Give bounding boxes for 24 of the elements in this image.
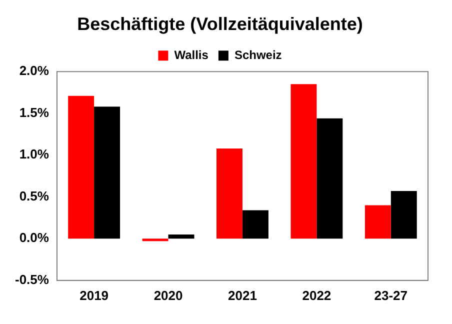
y-tick-label: 0.0% xyxy=(19,230,50,246)
bar xyxy=(242,210,268,239)
bar xyxy=(168,234,194,239)
legend-label: Schweiz xyxy=(234,48,282,62)
bar xyxy=(290,84,317,239)
bar xyxy=(68,96,94,239)
x-tick-label: 2019 xyxy=(80,288,109,303)
bar xyxy=(142,238,168,242)
y-tick-label: 0.5% xyxy=(19,188,50,204)
bar xyxy=(216,148,242,239)
legend-label: Wallis xyxy=(174,48,209,62)
x-tick-label: 2021 xyxy=(228,288,257,303)
y-tick-label: 1.5% xyxy=(19,104,50,120)
y-tick-label: 2.0% xyxy=(19,63,50,78)
chart-title: Beschäftigte (Vollzeitäquivalente) xyxy=(77,14,363,34)
x-tick-label: 2020 xyxy=(154,288,183,303)
bar xyxy=(316,118,343,239)
bar xyxy=(390,191,417,239)
y-tick-label: 1.0% xyxy=(19,146,50,162)
bar xyxy=(364,205,391,239)
x-tick-label: 2022 xyxy=(302,288,332,303)
y-tick-label: -0.5% xyxy=(14,272,50,287)
bar xyxy=(94,106,120,239)
x-tick-label: 23-27 xyxy=(374,288,408,303)
